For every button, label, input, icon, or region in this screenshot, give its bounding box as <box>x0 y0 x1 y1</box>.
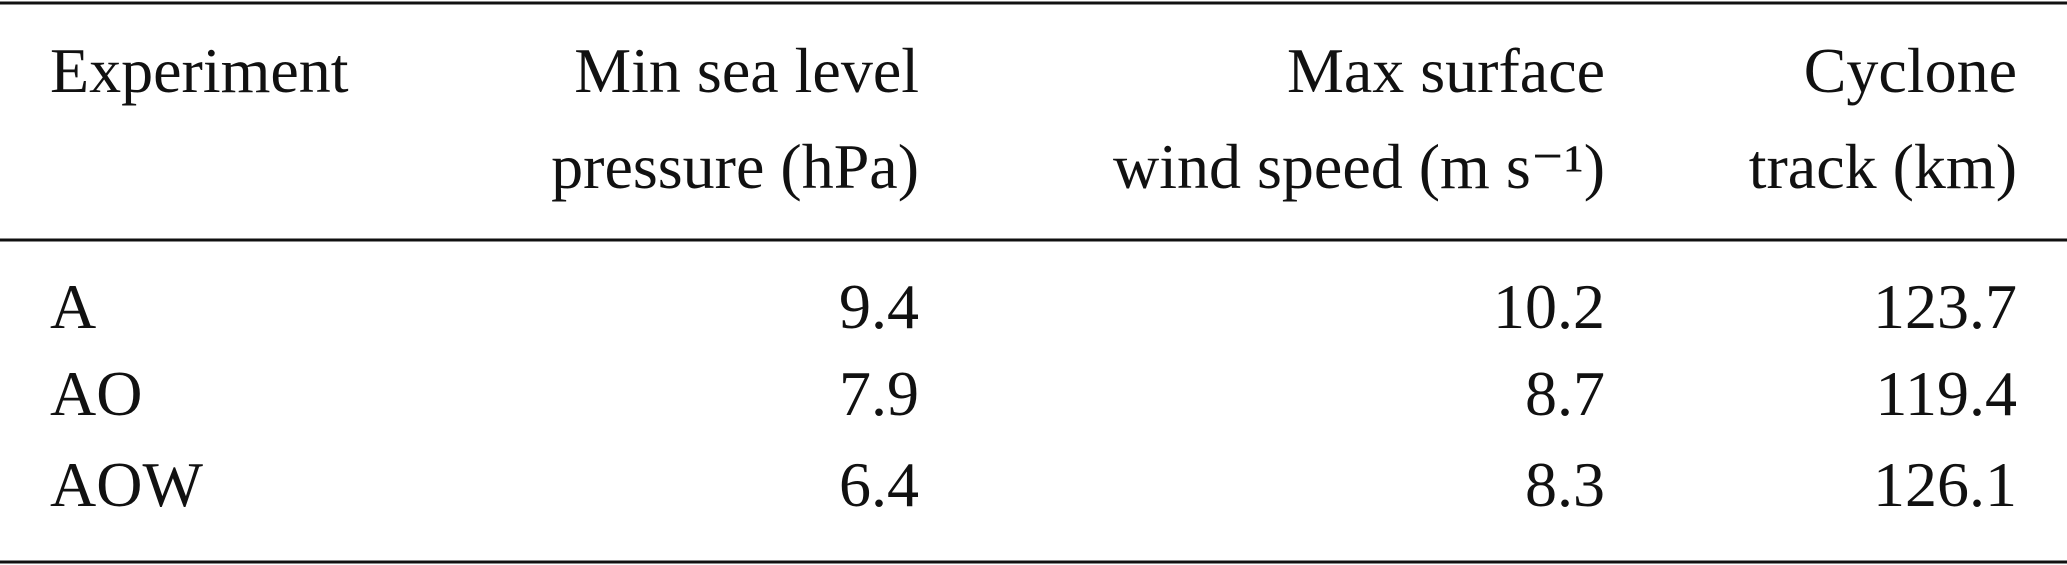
table-cell: A <box>50 271 96 342</box>
header-cell: Min sea level <box>574 35 919 106</box>
table-cell: 10.2 <box>1493 271 1605 342</box>
table-cell: AO <box>50 358 142 429</box>
header-cell: Experiment <box>50 35 349 106</box>
table-cell: 126.1 <box>1873 449 2017 520</box>
header-cell: track (km) <box>1749 131 2017 202</box>
table-cell: 8.7 <box>1525 358 1605 429</box>
header-cell: wind speed (m s⁻¹) <box>1113 131 1605 202</box>
header-cell: pressure (hPa) <box>551 131 919 202</box>
header-cell: Cyclone <box>1804 35 2017 106</box>
table-cell: 7.9 <box>839 358 919 429</box>
table-cell: 8.3 <box>1525 449 1605 520</box>
table-cell: AOW <box>50 449 203 520</box>
table-cell: 119.4 <box>1875 358 2017 429</box>
table-cell: 123.7 <box>1873 271 2017 342</box>
table-cell: 6.4 <box>839 449 919 520</box>
table-cell: 9.4 <box>839 271 919 342</box>
header-cell: Max surface <box>1287 35 1605 106</box>
